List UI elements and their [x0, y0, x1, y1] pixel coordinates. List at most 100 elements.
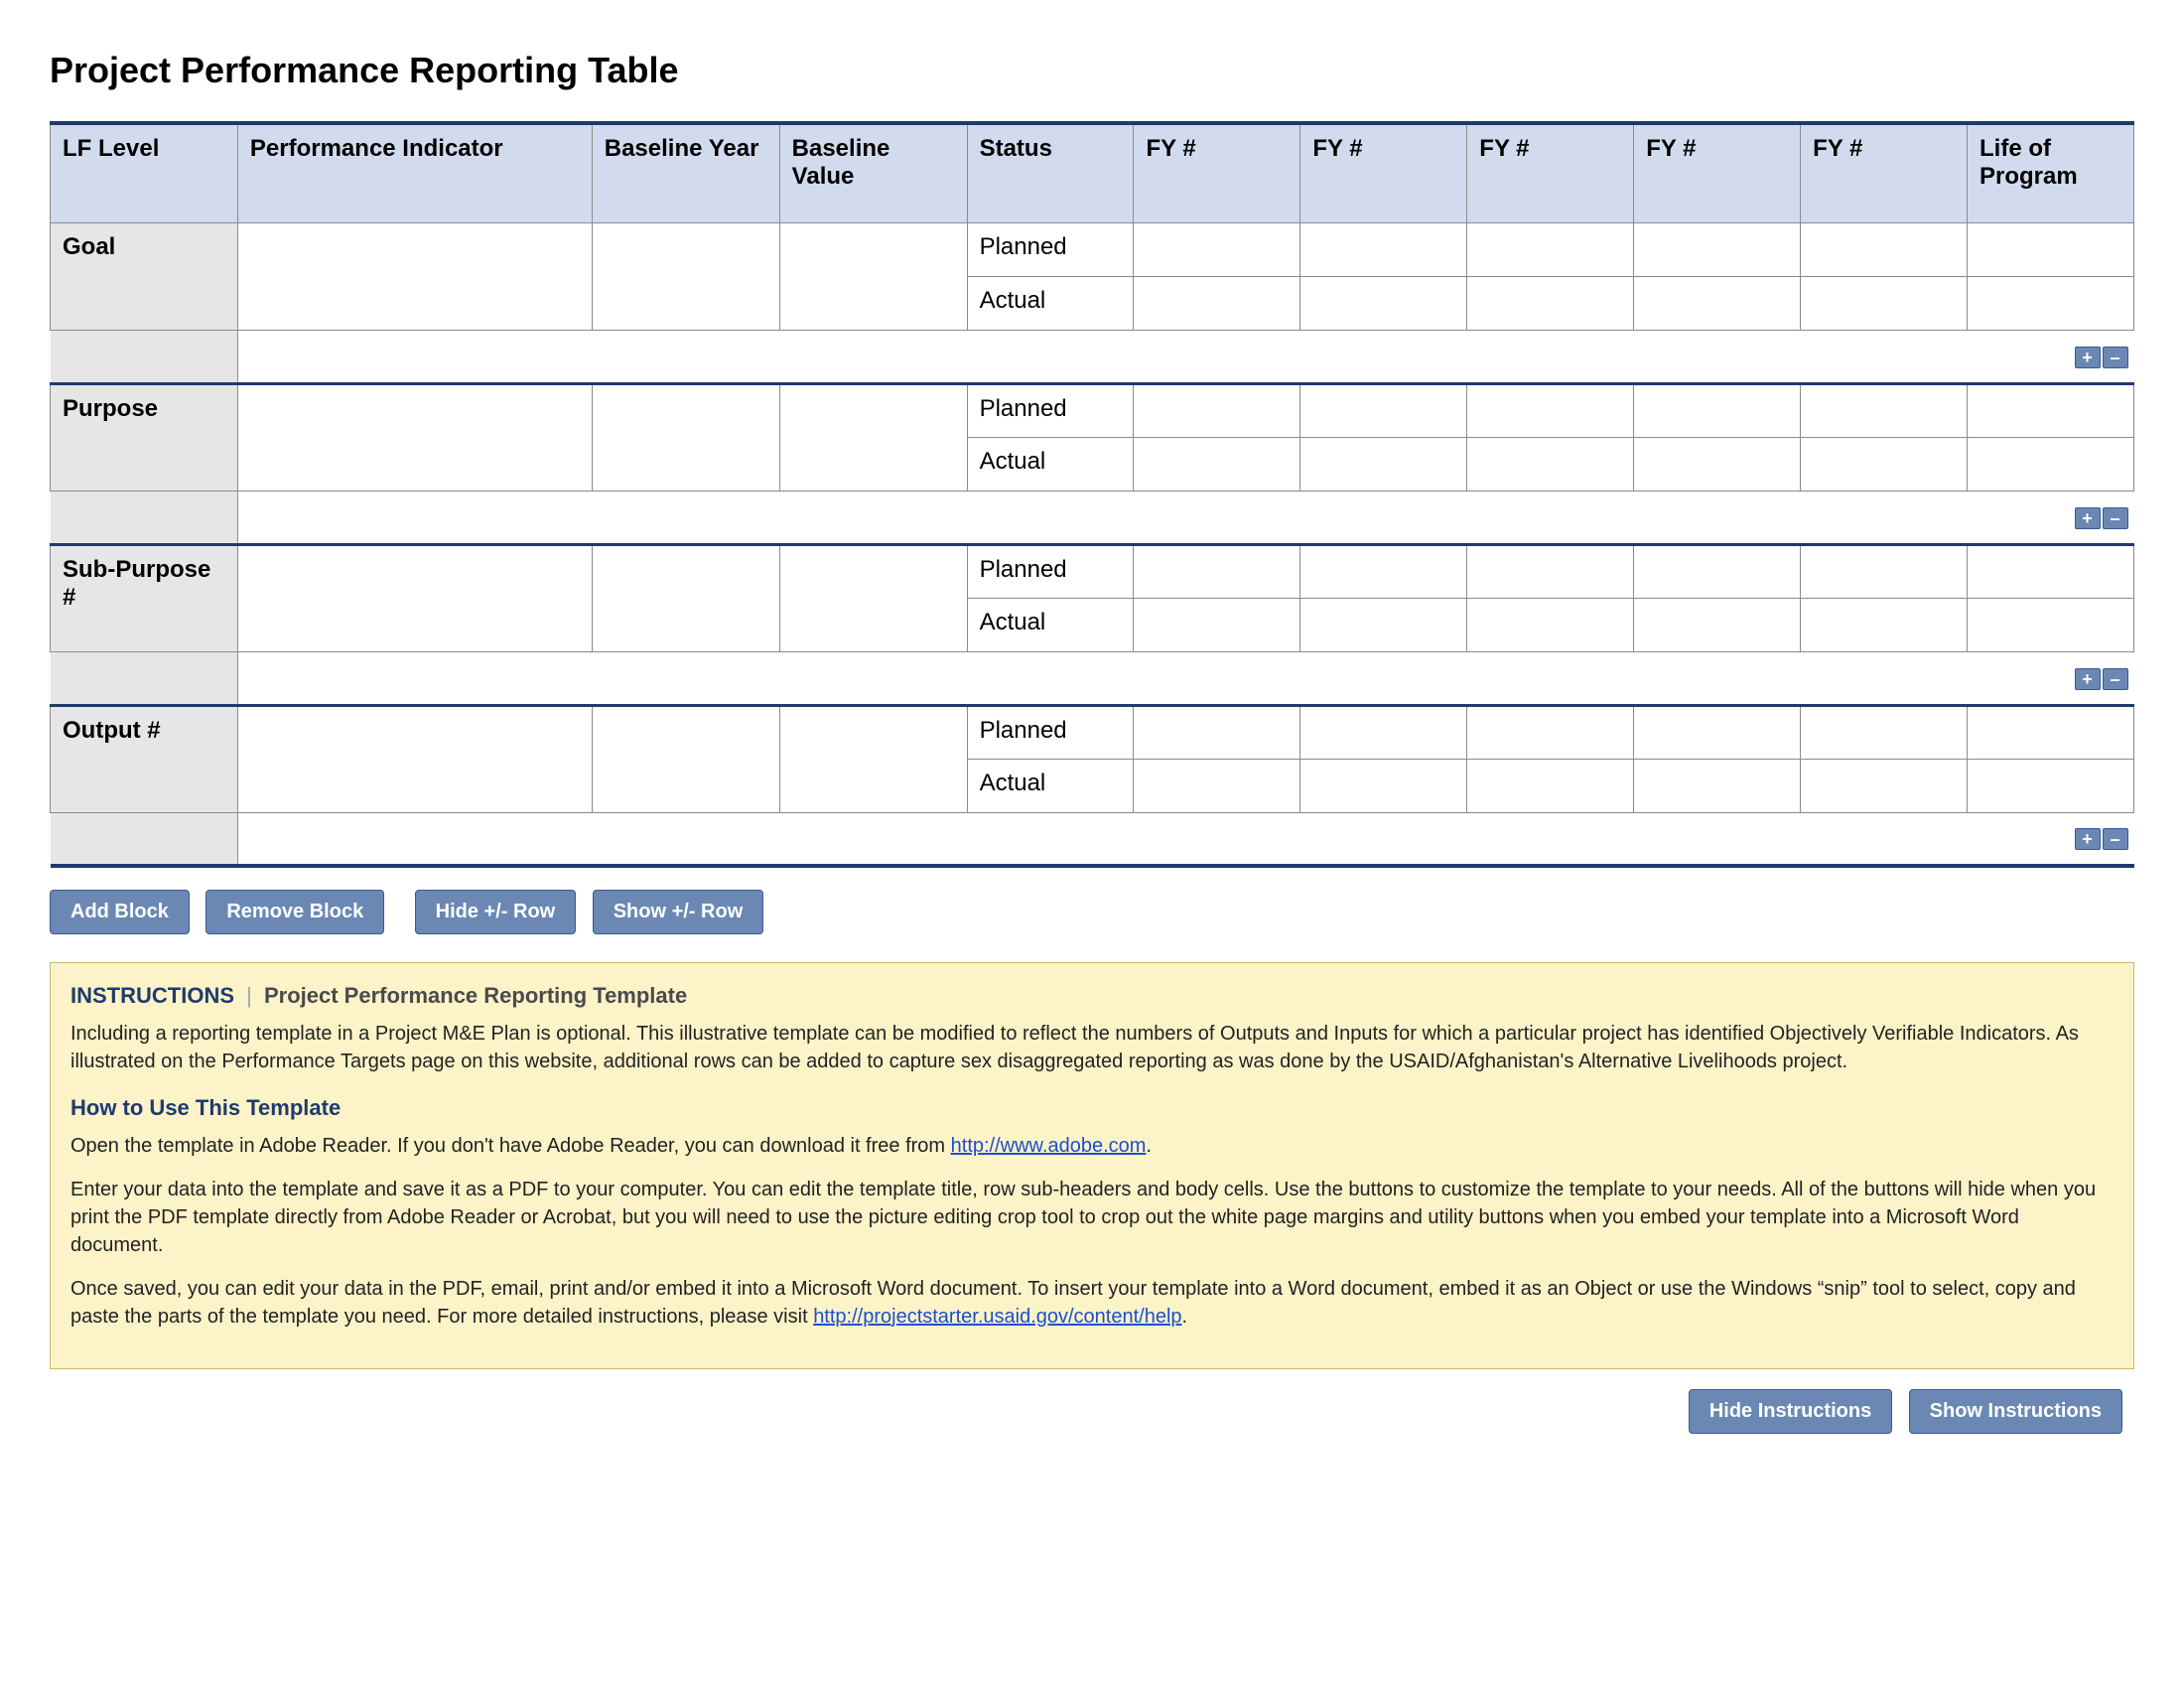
- pi-cell[interactable]: [237, 383, 592, 491]
- minus-icon[interactable]: –: [2103, 347, 2128, 368]
- value-cell[interactable]: [1634, 383, 1801, 437]
- col-perf-ind: Performance Indicator: [237, 123, 592, 222]
- lf-level-cell[interactable]: Output #: [51, 705, 238, 812]
- value-cell[interactable]: [1134, 598, 1300, 651]
- by-cell[interactable]: [592, 705, 779, 812]
- value-cell[interactable]: [1134, 276, 1300, 330]
- col-fy4: FY #: [1634, 123, 1801, 222]
- pm-row: +–: [51, 491, 2134, 544]
- value-cell[interactable]: [1467, 759, 1634, 812]
- value-cell[interactable]: [1801, 598, 1968, 651]
- plus-icon[interactable]: +: [2075, 507, 2101, 529]
- value-cell[interactable]: [1968, 437, 2134, 491]
- value-cell[interactable]: [1801, 759, 1968, 812]
- value-cell[interactable]: [1634, 705, 1801, 759]
- value-cell[interactable]: [1134, 222, 1300, 276]
- value-cell[interactable]: [1634, 437, 1801, 491]
- bv-cell[interactable]: [779, 222, 967, 330]
- value-cell[interactable]: [1968, 705, 2134, 759]
- value-cell[interactable]: [1634, 759, 1801, 812]
- add-block-button[interactable]: Add Block: [50, 890, 190, 934]
- plus-icon[interactable]: +: [2075, 347, 2101, 368]
- col-fy5: FY #: [1801, 123, 1968, 222]
- pm-cell: +–: [237, 330, 2133, 383]
- value-cell[interactable]: [1467, 276, 1634, 330]
- bv-cell[interactable]: [779, 544, 967, 651]
- page-title: Project Performance Reporting Table: [50, 50, 2134, 91]
- col-status: Status: [967, 123, 1134, 222]
- by-cell[interactable]: [592, 544, 779, 651]
- value-cell[interactable]: [1300, 383, 1467, 437]
- help-link[interactable]: http://projectstarter.usaid.gov/content/…: [813, 1306, 1181, 1328]
- value-cell[interactable]: [1801, 544, 1968, 598]
- value-cell[interactable]: [1467, 598, 1634, 651]
- pi-cell[interactable]: [237, 544, 592, 651]
- table-row: PurposePlanned: [51, 383, 2134, 437]
- value-cell[interactable]: [1968, 598, 2134, 651]
- value-cell[interactable]: [1467, 437, 1634, 491]
- value-cell[interactable]: [1801, 383, 1968, 437]
- value-cell[interactable]: [1467, 383, 1634, 437]
- pm-cell: +–: [237, 812, 2133, 866]
- value-cell[interactable]: [1300, 222, 1467, 276]
- bv-cell[interactable]: [779, 705, 967, 812]
- lf-level-cell[interactable]: Sub-Purpose #: [51, 544, 238, 651]
- value-cell[interactable]: [1801, 437, 1968, 491]
- table-header-row: LF Level Performance Indicator Baseline …: [51, 123, 2134, 222]
- value-cell[interactable]: [1634, 222, 1801, 276]
- by-cell[interactable]: [592, 222, 779, 330]
- value-cell[interactable]: [1134, 759, 1300, 812]
- lf-sep-cell: [51, 491, 238, 544]
- value-cell[interactable]: [1300, 544, 1467, 598]
- value-cell[interactable]: [1801, 705, 1968, 759]
- value-cell[interactable]: [1968, 222, 2134, 276]
- value-cell[interactable]: [1801, 276, 1968, 330]
- status-planned-cell: Planned: [967, 222, 1134, 276]
- minus-icon[interactable]: –: [2103, 828, 2128, 850]
- col-baseline-yr: Baseline Year: [592, 123, 779, 222]
- plus-icon[interactable]: +: [2075, 668, 2101, 690]
- value-cell[interactable]: [1300, 759, 1467, 812]
- lf-level-cell[interactable]: Goal: [51, 222, 238, 330]
- p2-text-b: .: [1146, 1135, 1152, 1157]
- remove-block-button[interactable]: Remove Block: [205, 890, 384, 934]
- col-fy2: FY #: [1300, 123, 1467, 222]
- value-cell[interactable]: [1634, 598, 1801, 651]
- value-cell[interactable]: [1467, 544, 1634, 598]
- value-cell[interactable]: [1300, 598, 1467, 651]
- bv-cell[interactable]: [779, 383, 967, 491]
- value-cell[interactable]: [1300, 437, 1467, 491]
- hide-row-button[interactable]: Hide +/- Row: [415, 890, 577, 934]
- adobe-link[interactable]: http://www.adobe.com: [951, 1135, 1147, 1157]
- show-row-button[interactable]: Show +/- Row: [593, 890, 764, 934]
- value-cell[interactable]: [1300, 705, 1467, 759]
- value-cell[interactable]: [1134, 437, 1300, 491]
- value-cell[interactable]: [1968, 759, 2134, 812]
- value-cell[interactable]: [1968, 276, 2134, 330]
- plus-icon[interactable]: +: [2075, 828, 2101, 850]
- value-cell[interactable]: [1134, 544, 1300, 598]
- value-cell[interactable]: [1634, 276, 1801, 330]
- pi-cell[interactable]: [237, 222, 592, 330]
- value-cell[interactable]: [1801, 222, 1968, 276]
- value-cell[interactable]: [1300, 276, 1467, 330]
- p2-text-a: Open the template in Adobe Reader. If yo…: [70, 1135, 951, 1157]
- value-cell[interactable]: [1134, 383, 1300, 437]
- lf-level-cell[interactable]: Purpose: [51, 383, 238, 491]
- minus-icon[interactable]: –: [2103, 507, 2128, 529]
- pm-row: +–: [51, 812, 2134, 866]
- value-cell[interactable]: [1134, 705, 1300, 759]
- by-cell[interactable]: [592, 383, 779, 491]
- pi-cell[interactable]: [237, 705, 592, 812]
- value-cell[interactable]: [1634, 544, 1801, 598]
- status-planned-cell: Planned: [967, 705, 1134, 759]
- pm-cell: +–: [237, 491, 2133, 544]
- value-cell[interactable]: [1467, 222, 1634, 276]
- value-cell[interactable]: [1968, 544, 2134, 598]
- hide-instructions-button[interactable]: Hide Instructions: [1689, 1389, 1892, 1434]
- value-cell[interactable]: [1968, 383, 2134, 437]
- value-cell[interactable]: [1467, 705, 1634, 759]
- minus-icon[interactable]: –: [2103, 668, 2128, 690]
- instructions-p1: Including a reporting template in a Proj…: [70, 1020, 2114, 1075]
- show-instructions-button[interactable]: Show Instructions: [1909, 1389, 2122, 1434]
